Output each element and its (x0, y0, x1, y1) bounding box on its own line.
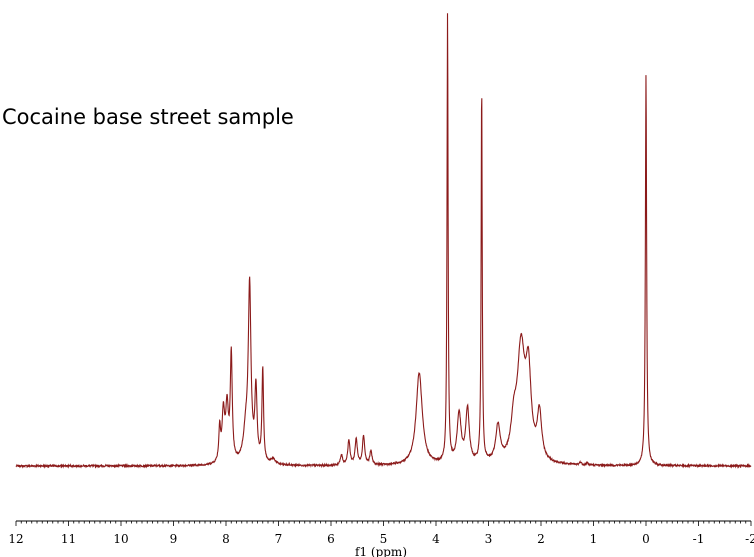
x-tick-label: 5 (380, 532, 388, 546)
x-tick-label: -1 (693, 532, 705, 546)
x-tick-label: 9 (170, 532, 178, 546)
x-tick-label: -2 (745, 532, 754, 546)
plot-area (15, 13, 752, 469)
x-tick-label: 1 (590, 532, 598, 546)
x-tick-label: 10 (113, 532, 128, 546)
x-axis: 12 11 10 9 8 7 6 5 4 3 2 1 0 -1 -2 (8, 520, 754, 546)
x-tick-label: 0 (642, 532, 650, 546)
x-tick-label: 2 (537, 532, 545, 546)
x-tick-label: 11 (61, 532, 76, 546)
x-tick-label: 3 (485, 532, 493, 546)
x-tick-label: 7 (275, 532, 283, 546)
chart-title: Cocaine base street sample (2, 105, 294, 129)
x-tick-label: 12 (8, 532, 23, 546)
x-axis-label: f1 (ppm) (355, 545, 407, 557)
spectrum-line (15, 13, 752, 469)
x-tick-label: 6 (327, 532, 335, 546)
x-tick-label: 8 (222, 532, 230, 546)
x-tick-label: 4 (432, 532, 440, 546)
